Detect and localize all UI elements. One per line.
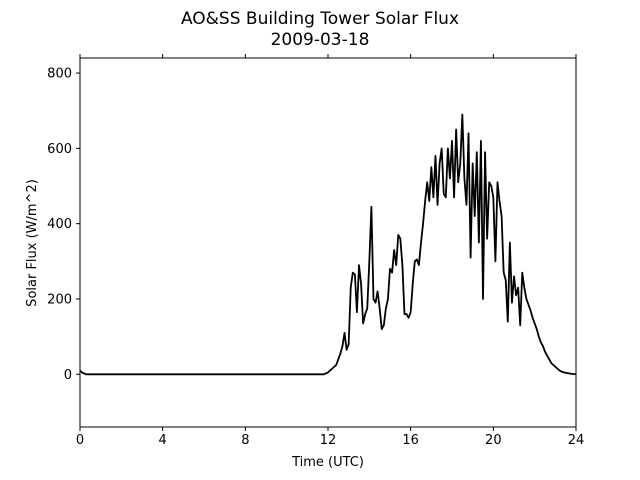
y-axis-label: Solar Flux (W/m^2) xyxy=(25,179,40,307)
x-tick-label: 0 xyxy=(76,433,84,448)
axis-ticks: 0 4 8 12 16 20 24 0 200 400 600 800 xyxy=(47,54,584,448)
y-tick-label: 200 xyxy=(47,292,72,307)
x-tick-label: 20 xyxy=(485,433,502,448)
x-tick-label: 24 xyxy=(568,433,585,448)
y-tick-label: 400 xyxy=(47,217,72,232)
y-tick-label: 800 xyxy=(47,67,72,82)
y-tick-label: 0 xyxy=(64,368,72,383)
x-tick-label: 16 xyxy=(402,433,419,448)
x-tick-label: 4 xyxy=(159,433,167,448)
x-tick-label: 8 xyxy=(241,433,249,448)
x-axis-label: Time (UTC) xyxy=(291,455,364,470)
plot-area-frame xyxy=(79,57,577,428)
x-tick-label: 12 xyxy=(320,433,337,448)
chart-title: AO&SS Building Tower Solar Flux xyxy=(181,9,459,29)
solar-flux-series-line xyxy=(79,113,577,376)
series-layer xyxy=(79,113,577,376)
chart-subtitle: 2009-03-18 xyxy=(271,30,370,50)
y-tick-label: 600 xyxy=(47,142,72,157)
